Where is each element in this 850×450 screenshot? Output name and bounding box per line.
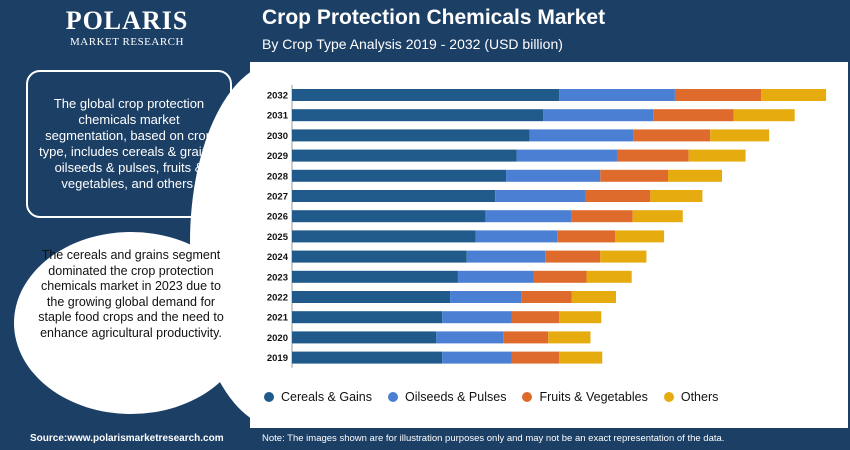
bar-segment [650, 190, 703, 202]
y-tick-label: 2025 [267, 232, 289, 243]
legend-item: Cereals & Gains [264, 390, 372, 404]
bar-segment [450, 291, 522, 303]
legend-swatch [388, 392, 399, 402]
bar-segment [475, 230, 558, 243]
legend-label: Oilseeds & Pulses [405, 390, 507, 404]
bar-segment [292, 169, 507, 182]
legend-label: Others [680, 390, 719, 404]
bar-segment [557, 230, 616, 243]
y-tick-label: 2027 [267, 192, 288, 203]
bar-segment [292, 230, 476, 243]
legend-item: Fruits & Vegetables [522, 390, 648, 404]
highlight-circle [14, 232, 248, 414]
bar-segment [292, 190, 496, 202]
bar-segment [710, 129, 770, 142]
source-text: Source:www.polarismarketresearch.com [30, 433, 224, 444]
y-tick-label: 2019 [267, 353, 288, 364]
chart-legend: Cereals & Gains Oilseeds & Pulses Fruits &… [264, 390, 734, 404]
bar-segment [292, 210, 486, 223]
y-tick-label: 2024 [267, 252, 289, 263]
bar-segment [292, 129, 530, 142]
legend-item: Others [663, 390, 719, 404]
bar-segment [585, 190, 651, 202]
chart-title: Crop Protection Chemicals Market [262, 6, 606, 29]
bar-segment [292, 270, 458, 283]
bar-segment [442, 351, 512, 364]
bar-segment [292, 311, 443, 324]
bar-segment [674, 89, 762, 101]
y-tick-label: 2028 [267, 171, 288, 182]
y-tick-label: 2026 [267, 212, 288, 223]
y-tick-label: 2030 [267, 131, 288, 142]
bar-segment [559, 351, 603, 364]
bar-segment [586, 270, 632, 283]
y-tick-label: 2020 [267, 333, 288, 344]
bar-segment [503, 331, 549, 344]
bar-segment [442, 311, 512, 324]
bar-segment [733, 109, 795, 122]
bar-segment [466, 250, 546, 263]
bar-segment [548, 331, 591, 344]
bar-segment [292, 291, 451, 303]
legend-label: Fruits & Vegetables [539, 390, 648, 404]
highlight-text: The cereals and grains segment dominated… [38, 248, 224, 340]
bar-segment [545, 250, 601, 263]
bar-segment [485, 210, 572, 223]
bar-segment [668, 169, 723, 182]
disclaimer-text: Note: The images shown are for illustrat… [262, 433, 725, 444]
bar-segment [292, 250, 467, 263]
bar-segment [600, 169, 669, 182]
chart-area: 2032 2031 2030 2029 2028 2027 2026 2025 2024 2023… [250, 62, 850, 428]
bar-segment [559, 311, 602, 324]
bar-segment [529, 129, 634, 142]
bar-segment [632, 210, 683, 223]
segmentation-info-text: The global crop protection chemicals mar… [39, 96, 219, 191]
footer-bar [0, 428, 850, 450]
legend-label: Cereals & Gains [281, 390, 373, 404]
legend-swatch [663, 392, 674, 402]
legend-swatch [264, 392, 274, 402]
bar-segment [633, 129, 711, 142]
bar-segment [495, 190, 586, 202]
bar-segment [516, 149, 617, 162]
bar-segment [521, 291, 572, 303]
bar-segment [600, 250, 647, 263]
segmentation-info-box: The global crop protection chemicals mar… [26, 70, 232, 218]
bar-segment [688, 149, 746, 162]
y-tick-label: 2021 [267, 313, 289, 324]
bar-segment [436, 331, 504, 344]
y-tick-label: 2022 [267, 293, 288, 304]
y-tick-label: 2031 [267, 111, 289, 122]
bar-segment [653, 109, 734, 122]
bar-segment [292, 109, 544, 122]
y-tick-label: 2029 [267, 151, 288, 162]
bar-segment [616, 149, 689, 162]
stacked-bar-chart: 2032 2031 2030 2029 2028 2027 2026 2025 2024 2023… [267, 85, 827, 368]
header-bar [0, 0, 850, 62]
bar-segment [571, 210, 633, 223]
bar-segment [506, 169, 601, 182]
bar-segment [292, 351, 443, 364]
logo-subtitle: MARKET RESEARCH [70, 36, 184, 48]
bar-segment [615, 230, 665, 243]
legend-item: Oilseeds & Pulses [388, 390, 506, 404]
bar-segment [457, 270, 534, 283]
bar-segment [761, 89, 827, 101]
legend-swatch [522, 392, 533, 402]
bar-segment [292, 149, 517, 162]
bar-segment [511, 311, 560, 324]
bar-segment [571, 291, 616, 303]
bar-segment [543, 109, 654, 122]
logo-title: POLARIS [65, 6, 189, 35]
chart-subtitle: By Crop Type Analysis 2019 - 2032 (USD b… [262, 36, 563, 52]
bar-segment [292, 89, 560, 101]
y-tick-label: 2032 [267, 91, 288, 102]
bar-segment [511, 351, 560, 364]
y-tick-label: 2023 [267, 272, 288, 283]
bar-segment [292, 331, 437, 344]
bar-segment [559, 89, 675, 101]
bar-segment [533, 270, 587, 283]
